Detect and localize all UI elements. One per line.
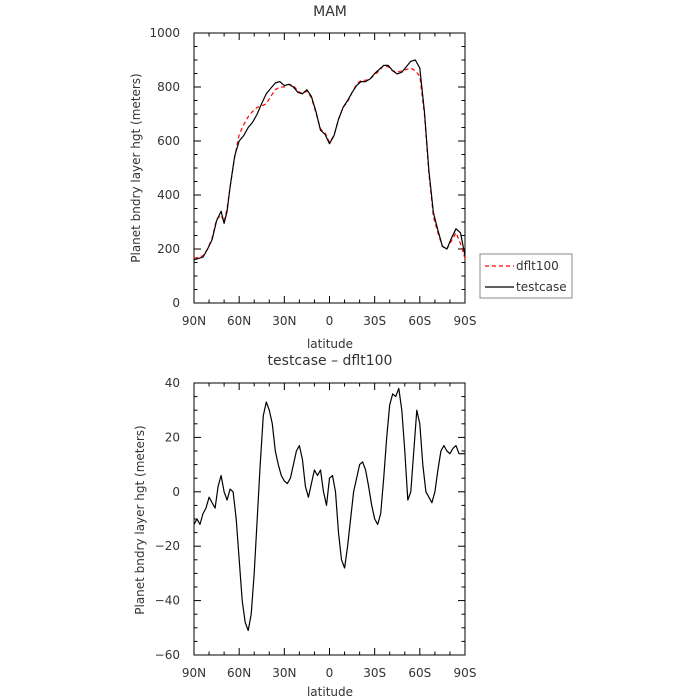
- top-y-tick-label: 1000: [149, 26, 180, 40]
- bottom-y-tick-label: 0: [172, 485, 180, 499]
- bottom-x-tick-label: 60N: [227, 666, 251, 680]
- bottom-y-tick-label: 40: [165, 376, 180, 390]
- top-x-tick-label: 60N: [227, 314, 251, 328]
- bottom-plot-frame: [193, 382, 466, 656]
- top-series-line-testcase: [193, 59, 466, 261]
- bottom-chart-panel: testcase – dflt100 latitude Planet bndry…: [133, 353, 476, 699]
- top-plot-frame: [193, 32, 466, 304]
- bottom-x-tick-label: 60S: [408, 666, 431, 680]
- top-chart-title: MAM: [313, 4, 347, 20]
- top-y-tick-label: 0: [172, 296, 180, 310]
- top-chart-panel: MAM latitude Planet bndry layer hgt (met…: [129, 4, 476, 351]
- legend-label-dflt100: dflt100: [516, 259, 559, 273]
- bottom-x-tick-label: 30S: [363, 666, 386, 680]
- legend-label-testcase: testcase: [516, 280, 567, 294]
- top-chart-x-axis-label: latitude: [307, 337, 353, 351]
- top-series-line-dflt100: [193, 64, 466, 259]
- legend-box: [479, 253, 573, 299]
- top-x-tick-label: 90N: [182, 314, 206, 328]
- top-y-tick-label: 600: [157, 134, 180, 148]
- bottom-chart-y-axis-label: Planet bndry layer hgt (meters): [133, 425, 147, 615]
- bottom-x-tick-label: 0: [326, 666, 334, 680]
- top-y-tick-label: 400: [157, 188, 180, 202]
- top-chart-y-axis-label: Planet bndry layer hgt (meters): [129, 73, 143, 263]
- bottom-x-tick-label: 90N: [182, 666, 206, 680]
- top-x-tick-label: 0: [326, 314, 334, 328]
- bottom-x-tick-label: 90S: [454, 666, 477, 680]
- top-y-tick-label: 800: [157, 80, 180, 94]
- top-x-tick-label: 30S: [363, 314, 386, 328]
- legend: dflt100 testcase: [479, 253, 573, 299]
- bottom-chart-title: testcase – dflt100: [268, 353, 393, 369]
- bottom-series-line-series-0: [193, 387, 465, 632]
- top-x-tick-label: 30N: [272, 314, 296, 328]
- bottom-x-tick-label: 30N: [272, 666, 296, 680]
- top-y-tick-label: 200: [157, 242, 180, 256]
- bottom-y-tick-label: 20: [165, 430, 180, 444]
- top-x-tick-label: 90S: [454, 314, 477, 328]
- bottom-y-tick-label: −40: [155, 594, 180, 608]
- top-x-tick-label: 60S: [408, 314, 431, 328]
- bottom-y-tick-label: −60: [155, 648, 180, 662]
- bottom-y-tick-label: −20: [155, 539, 180, 553]
- bottom-chart-x-axis-label: latitude: [307, 685, 353, 699]
